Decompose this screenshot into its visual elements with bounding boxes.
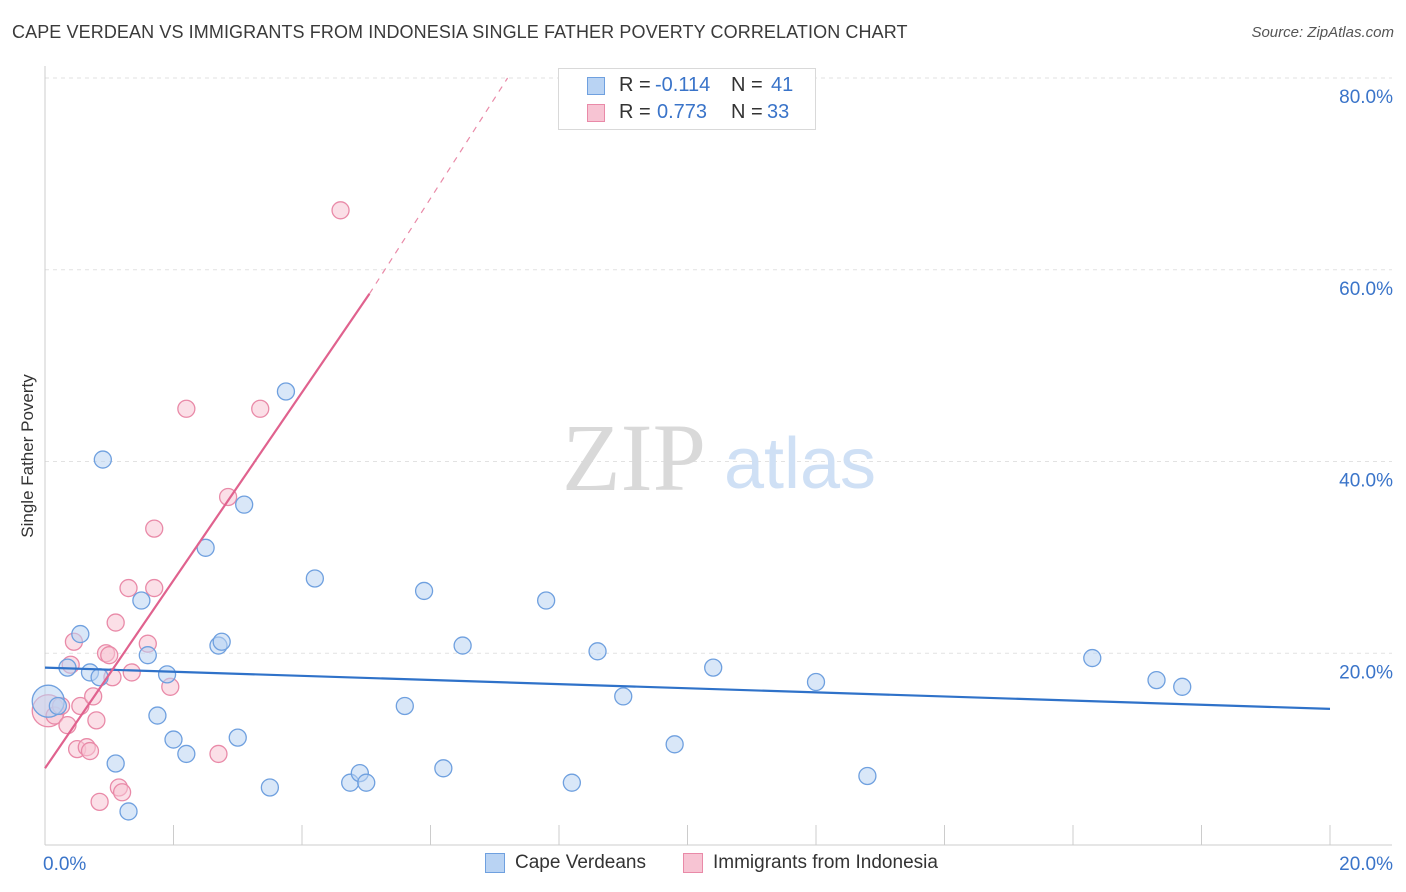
watermark-zip: ZIP	[562, 404, 706, 511]
blue-point	[665, 735, 684, 754]
blue-point	[235, 495, 254, 514]
blue-point	[704, 658, 723, 677]
pink-point	[145, 519, 164, 538]
y-tick-label: 40.0%	[1339, 471, 1393, 492]
pink-point	[331, 201, 350, 220]
stats-n-label: N =	[731, 74, 763, 96]
pink-point	[209, 744, 228, 764]
pink-point	[251, 399, 270, 418]
pink-point	[106, 613, 125, 632]
blue-point	[90, 668, 109, 687]
chart-source: Source: ZipAtlas.com	[1251, 24, 1394, 41]
stats-n-value: 41	[771, 74, 794, 96]
blue-point	[164, 730, 183, 749]
tick-labels: 20.0% 40.0% 60.0% 80.0% 0.0% 20.0%	[43, 87, 1393, 875]
stats-box: R = -0.114 N = 41 R = 0.773 N = 33	[558, 68, 816, 130]
pink-trend-line	[44, 293, 371, 769]
stats-r-value: 0.773	[657, 101, 708, 123]
blue-trend-line	[44, 666, 1331, 710]
legend-swatch-pink	[683, 853, 703, 873]
blue-point	[106, 754, 125, 773]
blue-point	[434, 759, 453, 778]
pink-point	[87, 711, 106, 730]
stats-r-label: R =	[619, 101, 651, 123]
axes	[44, 66, 1392, 846]
blue-point	[276, 382, 296, 401]
stats-n-label: N =	[731, 101, 763, 123]
blue-point	[177, 744, 196, 764]
blue-point	[414, 581, 434, 601]
blue-point	[93, 450, 112, 469]
pink-point	[80, 741, 100, 761]
chart-title: CAPE VERDEAN VS IMMIGRANTS FROM INDONESI…	[12, 22, 908, 42]
blue-point	[196, 538, 215, 557]
blue-point	[48, 696, 67, 716]
stats-swatch-blue	[587, 77, 605, 95]
blue-point	[212, 632, 231, 651]
stats-row-blue: R = -0.114 N = 41	[559, 74, 815, 100]
legend-label: Immigrants from Indonesia	[713, 852, 938, 873]
blue-point	[858, 766, 877, 786]
blue-point	[260, 778, 280, 797]
grid-lines	[45, 77, 1392, 654]
pink-point	[145, 578, 164, 598]
stats-r-label: R =	[619, 74, 651, 96]
stats-swatch-pink	[587, 104, 605, 122]
blue-point	[1147, 670, 1166, 690]
stats-r-value: -0.114	[655, 74, 711, 96]
y-axis-title: Single Father Poverty	[18, 374, 37, 538]
x-tick-label: 20.0%	[1339, 854, 1393, 875]
y-tick-label: 20.0%	[1339, 662, 1393, 683]
blue-point	[453, 636, 472, 655]
blue-point	[71, 624, 90, 644]
pink-point	[112, 783, 132, 802]
pink-trend-extension	[368, 77, 509, 295]
blue-point	[537, 591, 556, 610]
blue-point	[228, 728, 247, 747]
blue-point	[806, 672, 826, 692]
blue-point	[614, 687, 633, 706]
blue-point	[588, 642, 607, 661]
blue-point	[119, 802, 138, 821]
legend-swatch-blue	[485, 853, 505, 873]
blue-point	[1083, 648, 1102, 668]
blue-point	[305, 569, 325, 588]
pink-point	[119, 578, 138, 598]
y-tick-label: 80.0%	[1339, 87, 1393, 108]
pink-point	[122, 663, 141, 682]
blue-point	[157, 665, 177, 684]
x-tick-label: 0.0%	[43, 854, 86, 875]
blue-point	[148, 706, 167, 725]
pink-point	[177, 399, 196, 418]
blue-point	[395, 696, 414, 716]
watermark-atlas: atlas	[724, 424, 876, 504]
pink-point	[90, 792, 109, 812]
pink-point	[100, 646, 119, 665]
legend-label: Cape Verdeans	[515, 852, 646, 873]
stats-row-pink: R = 0.773 N = 33	[559, 101, 815, 127]
blue-point	[1173, 677, 1192, 696]
blue-point	[357, 773, 376, 792]
blue-point	[138, 646, 157, 665]
blue-point	[562, 773, 581, 792]
blue-point	[132, 591, 151, 610]
y-tick-label: 60.0%	[1339, 279, 1393, 300]
trend-lines	[44, 77, 1331, 769]
stats-n-value: 33	[767, 101, 790, 123]
